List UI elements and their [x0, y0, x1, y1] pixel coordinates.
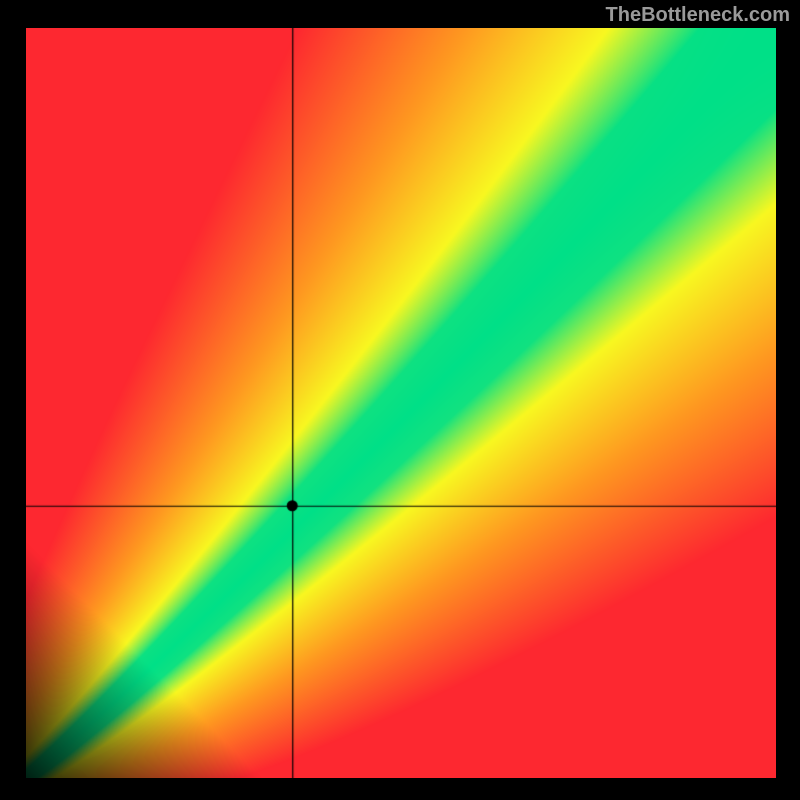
heatmap-canvas — [26, 28, 776, 778]
watermark-text: TheBottleneck.com — [606, 4, 790, 27]
plot-area — [26, 28, 776, 778]
chart-container: { "watermark": { "text": "TheBottleneck.… — [0, 0, 800, 800]
